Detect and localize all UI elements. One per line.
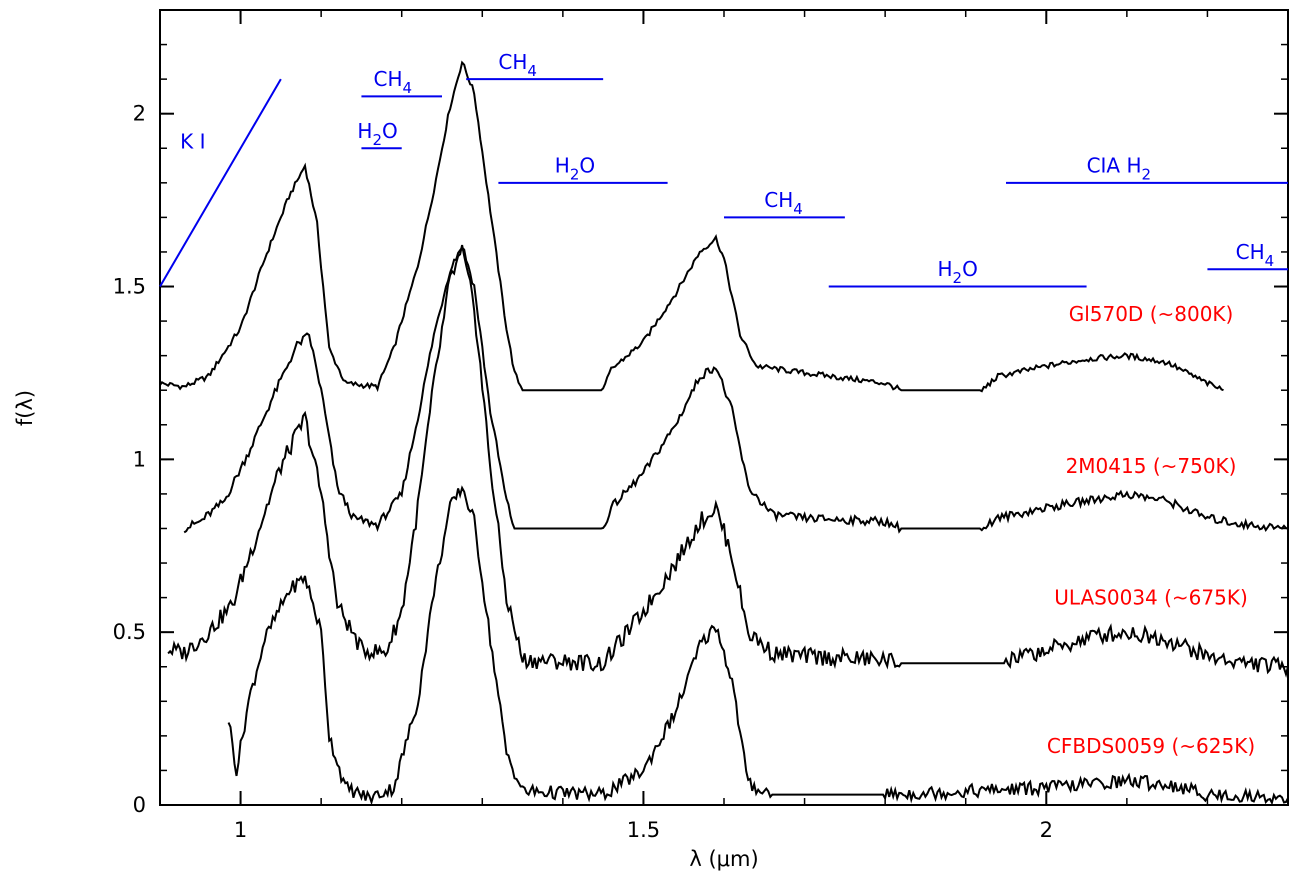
band-label: H2O: [938, 257, 978, 287]
band-label: CH4: [764, 188, 803, 218]
band-label-suffix: O: [962, 257, 978, 281]
series-layer: Gl570D (~800K) 2M0415 (~750K) ULAS0034 (~6…: [159, 60, 1289, 806]
band-label-subscript: 4: [1265, 252, 1275, 270]
band-label-subscript: 2: [1142, 165, 1152, 183]
y-tick-label: 1.5: [113, 275, 146, 299]
band-label: CH4: [498, 50, 537, 80]
band-label: K I: [180, 129, 205, 153]
band-label-text: CH: [764, 188, 793, 212]
x-tick-label: 1.5: [627, 818, 660, 842]
band-label-subscript: 2: [953, 269, 963, 287]
band-label: CIA H2: [1087, 153, 1152, 183]
band-label-text: H: [555, 153, 570, 177]
band-label: H2O: [357, 119, 397, 149]
band-label-text: H: [938, 257, 953, 281]
band-label-subscript: 4: [793, 200, 803, 218]
x-axis-title: λ (μm): [689, 847, 758, 871]
band-label: H2O: [555, 153, 595, 183]
band-label: CH4: [1236, 240, 1275, 270]
band-label-text: H: [357, 119, 372, 143]
series-label: ULAS0034 (~675K): [1054, 586, 1248, 610]
band-label: CH4: [374, 67, 413, 97]
axes: 1 1.5 2 0 0.5 1 1.5 2: [113, 9, 1289, 842]
spectrum-line: [167, 244, 1289, 678]
y-tick-label: 2: [133, 102, 146, 126]
band-label-text: CH: [498, 50, 527, 74]
series-label: 2M0415 (~750K): [1066, 454, 1237, 478]
series-label: CFBDS0059 (~625K): [1047, 734, 1255, 758]
y-tick-label: 0: [133, 793, 146, 817]
band-label-text: CH: [374, 67, 403, 91]
y-axis-title: f(λ): [13, 390, 37, 426]
band-marker: [159, 78, 282, 288]
spectrum-line: [227, 485, 1289, 806]
band-label-subscript: 2: [372, 131, 382, 149]
band-label-subscript: 2: [570, 165, 580, 183]
band-label-suffix: O: [579, 153, 595, 177]
band-label-text: CH: [1236, 240, 1265, 264]
band-label-subscript: 4: [403, 79, 413, 97]
band-label-suffix: O: [382, 119, 398, 143]
x-tick-label: 1: [234, 818, 247, 842]
band-label-subscript: 4: [527, 62, 537, 80]
plot-frame: [159, 9, 1289, 806]
series-label: Gl570D (~800K): [1069, 302, 1234, 326]
band-label-text: K I: [180, 129, 205, 153]
x-tick-label: 2: [1040, 818, 1053, 842]
y-tick-label: 0.5: [113, 620, 146, 644]
spectrum-line: [159, 60, 1224, 393]
y-tick-label: 1: [133, 447, 146, 471]
band-label-text: CIA H: [1087, 153, 1142, 177]
spectrum-line: [183, 246, 1289, 534]
